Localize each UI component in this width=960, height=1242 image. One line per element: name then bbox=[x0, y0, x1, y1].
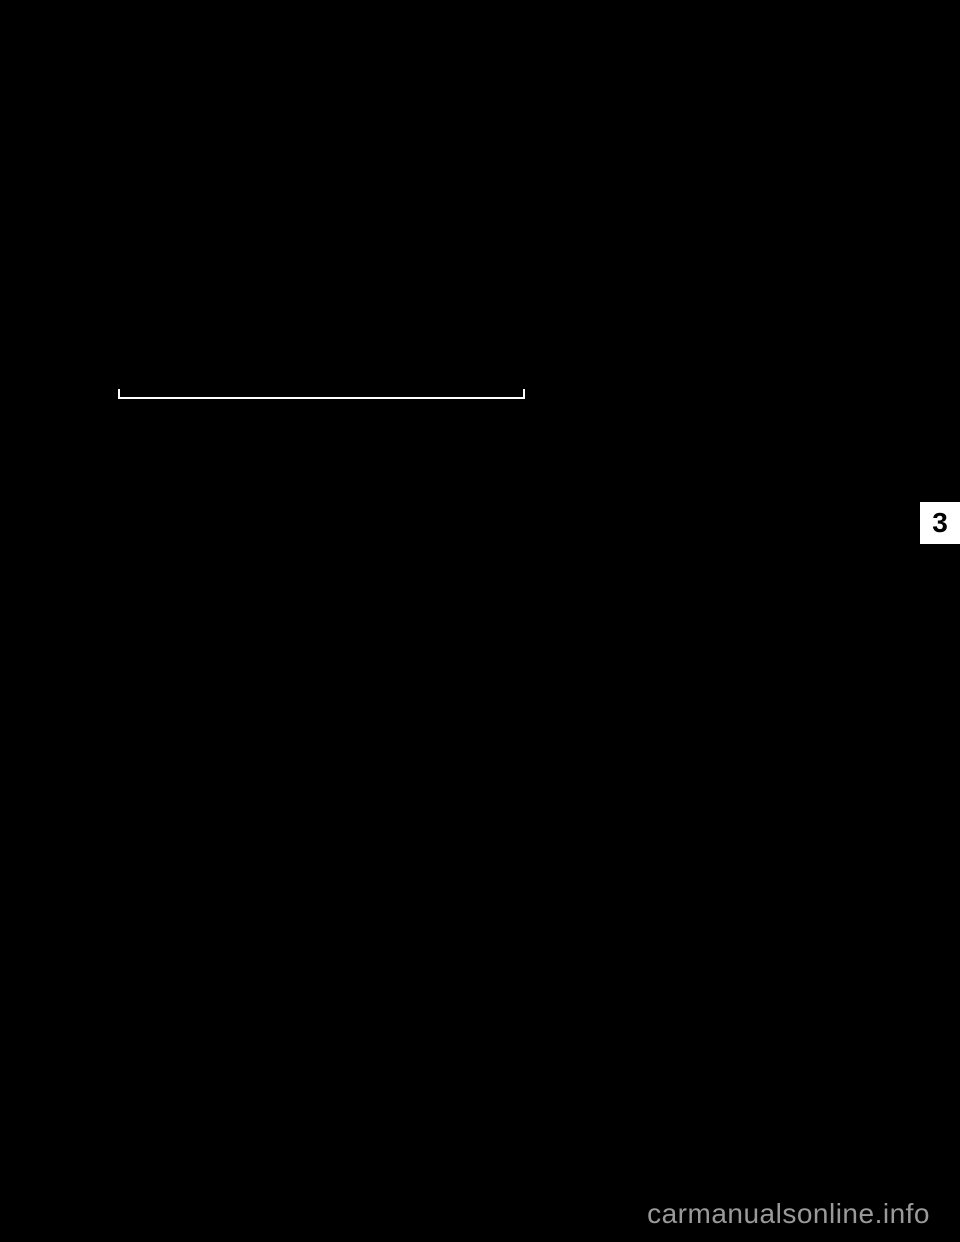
section-underline-bracket bbox=[118, 389, 525, 399]
watermark-text: carmanualsonline.info bbox=[647, 1198, 930, 1230]
section-tab: 3 bbox=[920, 502, 960, 544]
section-tab-number: 3 bbox=[932, 507, 948, 539]
